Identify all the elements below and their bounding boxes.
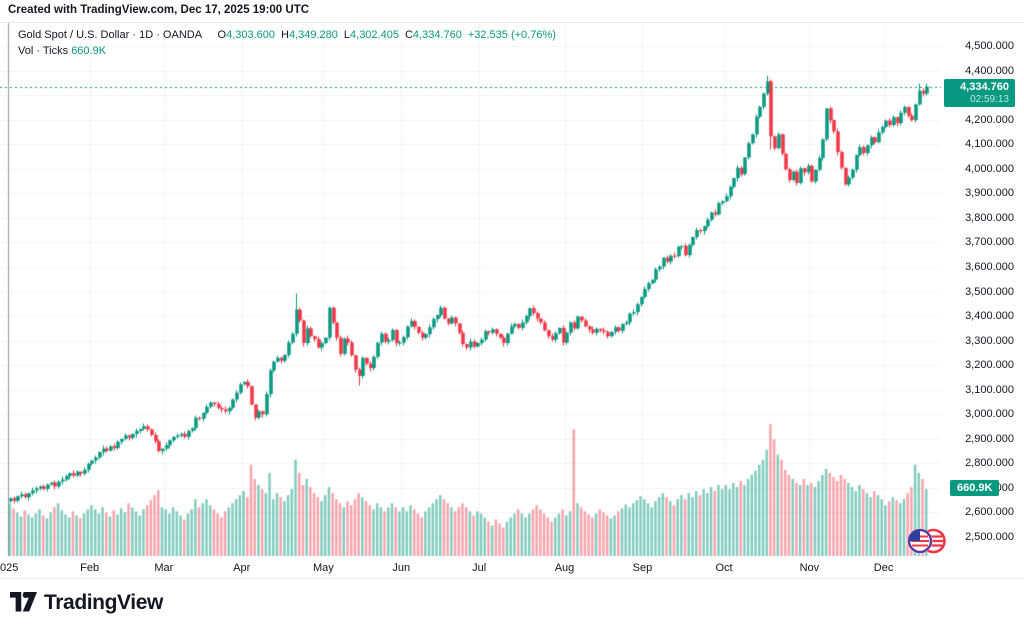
price-axis-label: 2,500.000 bbox=[965, 531, 1014, 543]
time-axis-label: Feb bbox=[80, 562, 100, 574]
interval-label: 1D bbox=[139, 29, 154, 41]
price-axis-label: 3,100.000 bbox=[965, 383, 1014, 396]
time-axis-label: Sep bbox=[632, 562, 653, 574]
ohlc-values: O4,303.600 H4,349.280 L4,302.405 C4,334.760… bbox=[212, 29, 556, 41]
volume-indicator-label: Vol · Ticks bbox=[18, 45, 69, 57]
us-flag-icon bbox=[907, 528, 933, 554]
time-axis-label: Jun bbox=[392, 562, 411, 574]
price-axis-label: 3,400.000 bbox=[965, 310, 1014, 323]
open-label: O bbox=[217, 29, 227, 41]
last-price-badge: 4,334.760 02:59:13 bbox=[944, 79, 1015, 107]
price-axis-label: 4,400.000 bbox=[965, 64, 1014, 77]
time-axis-label: May bbox=[312, 562, 334, 574]
price-axis-label: 4,200.000 bbox=[965, 113, 1014, 126]
symbol-title: Gold Spot / U.S. Dollar bbox=[18, 29, 130, 41]
chart-legend[interactable]: Gold Spot / U.S. Dollar · 1D · OANDA O4,… bbox=[18, 27, 556, 59]
price-axis-label: 3,500.000 bbox=[965, 285, 1014, 298]
bar-countdown: 02:59:13 bbox=[970, 94, 1009, 105]
time-axis-label: Apr bbox=[233, 562, 251, 574]
time-axis-label: Nov bbox=[799, 562, 820, 574]
price-axis[interactable]: 4,500.0004,400.0004,300.0004,200.0004,10… bbox=[940, 0, 1024, 580]
price-axis-label: 3,300.000 bbox=[965, 334, 1014, 347]
close-value: 4,334.760 bbox=[412, 29, 462, 41]
price-axis-label: 2,800.000 bbox=[965, 457, 1014, 470]
high-value: 4,349.280 bbox=[288, 29, 338, 41]
legend-volume-row: Vol · Ticks 660.9K bbox=[18, 43, 556, 59]
time-axis-label: Mar bbox=[154, 562, 174, 574]
tradingview-wordmark: TradingView bbox=[44, 590, 163, 614]
price-axis-label: 3,600.000 bbox=[965, 260, 1014, 273]
price-axis-label: 3,200.000 bbox=[965, 359, 1014, 372]
price-axis-label: 3,800.000 bbox=[965, 211, 1014, 224]
high-label: H bbox=[281, 29, 289, 41]
candlestick-volume-chart-canvas[interactable] bbox=[0, 0, 1024, 580]
price-axis-label: 2,600.000 bbox=[965, 506, 1014, 519]
tradingview-logo-mark bbox=[10, 592, 37, 612]
price-axis-label: 3,900.000 bbox=[965, 187, 1014, 200]
time-axis-label: Oct bbox=[715, 562, 733, 574]
volume-value-badge: 660.9K bbox=[950, 480, 1000, 496]
price-axis-label: 4,000.000 bbox=[965, 162, 1014, 175]
price-axis-label: 4,500.000 bbox=[965, 40, 1014, 52]
time-axis-label: Jul bbox=[472, 562, 487, 574]
time-axis-label: Dec bbox=[873, 562, 894, 574]
legend-symbol-row: Gold Spot / U.S. Dollar · 1D · OANDA O4,… bbox=[18, 27, 556, 43]
low-value: 4,302.405 bbox=[350, 29, 399, 41]
widget-bottom-border bbox=[0, 578, 1024, 579]
close-label: C bbox=[404, 29, 413, 41]
time-axis[interactable]: 025 Feb Mar Apr May Jun Jul Aug Sep Oct Nov Dec bbox=[0, 556, 941, 578]
symbol-pair-flags-icon bbox=[906, 526, 948, 556]
low-label: L bbox=[343, 29, 351, 41]
price-axis-label: 3,000.000 bbox=[965, 408, 1014, 421]
volume-indicator-value: 660.9K bbox=[71, 45, 107, 57]
legend-separator2: · bbox=[153, 29, 163, 41]
time-axis-label: 025 bbox=[0, 562, 19, 574]
price-axis-label: 3,700.000 bbox=[965, 236, 1014, 249]
price-axis-label: 2,900.000 bbox=[965, 432, 1014, 445]
time-axis-label: Aug bbox=[554, 562, 575, 574]
last-price-value: 4,334.760 bbox=[960, 81, 1009, 93]
open-value: 4,303.600 bbox=[226, 29, 275, 41]
change-value: +32.535 (+0.76%) bbox=[467, 29, 556, 41]
price-axis-label: 4,100.000 bbox=[965, 138, 1014, 151]
tradingview-logo[interactable]: TradingView bbox=[10, 590, 163, 615]
exchange-label: OANDA bbox=[162, 29, 202, 41]
legend-separator: · bbox=[132, 29, 140, 41]
